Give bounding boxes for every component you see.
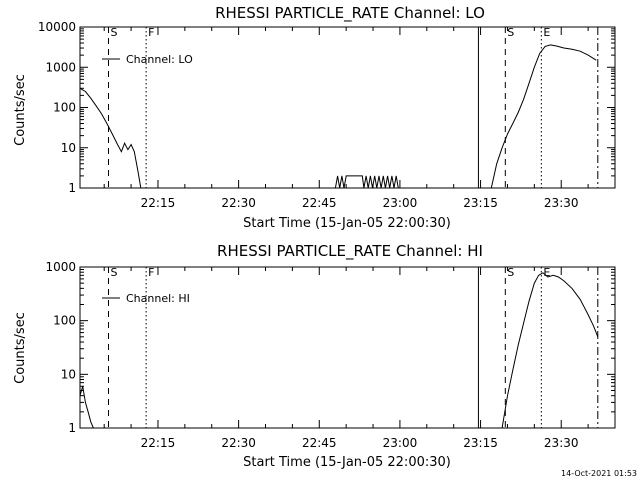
hi-plot-frame bbox=[79, 266, 616, 429]
hi-event-marker-label: S bbox=[507, 266, 514, 279]
lo-y-tick-label: 1000 bbox=[45, 60, 76, 74]
lo-y-tick-label: 10000 bbox=[38, 20, 76, 34]
lo-y-tick-label: 1 bbox=[68, 181, 76, 195]
lo-x-tick-label: 23:30 bbox=[544, 196, 579, 210]
lo-x-tick-label: 23:15 bbox=[463, 196, 498, 210]
hi-x-tick-label: 22:15 bbox=[141, 436, 176, 450]
lo-x-tick-label: 23:00 bbox=[383, 196, 418, 210]
hi-x-axis-label: Start Time (15-Jan-05 22:00:30) bbox=[243, 455, 451, 470]
hi-rate-series bbox=[79, 386, 94, 429]
hi-x-tick-label: 22:45 bbox=[302, 436, 337, 450]
lo-chart-title: RHESSI PARTICLE_RATE Channel: LO bbox=[215, 4, 485, 23]
lo-event-marker-label: S bbox=[110, 26, 117, 39]
lo-x-tick-label: 22:15 bbox=[141, 196, 176, 210]
hi-channel-panel: RHESSI PARTICLE_RATE Channel: HI Start T… bbox=[13, 242, 616, 470]
lo-event-marker-label: S bbox=[507, 26, 514, 39]
hi-y-tick-label: 1 bbox=[68, 421, 76, 435]
lo-rate-series bbox=[490, 44, 597, 189]
lo-legend-label: Channel: LO bbox=[126, 53, 193, 66]
hi-event-marker-label: E bbox=[543, 266, 550, 279]
lo-y-tick-label: 10 bbox=[61, 141, 76, 155]
plot-timestamp: 14-Oct-2021 01:53 bbox=[561, 469, 637, 478]
hi-x-tick-label: 23:00 bbox=[383, 436, 418, 450]
lo-plot-frame bbox=[79, 26, 616, 189]
hi-y-tick-label: 1000 bbox=[45, 260, 76, 274]
hi-legend-label: Channel: HI bbox=[126, 292, 190, 305]
hi-event-marker-label: S bbox=[110, 266, 117, 279]
hi-x-tick-label: 22:30 bbox=[221, 436, 256, 450]
lo-channel-panel: RHESSI PARTICLE_RATE Channel: LO Start T… bbox=[13, 4, 616, 231]
lo-y-axis-label: Counts/sec bbox=[13, 74, 28, 146]
hi-event-marker-label: F bbox=[148, 266, 154, 279]
hi-y-tick-label: 10 bbox=[61, 367, 76, 381]
lo-event-marker-label: E bbox=[543, 26, 550, 39]
lo-rate-series bbox=[79, 87, 142, 189]
hi-chart-title: RHESSI PARTICLE_RATE Channel: HI bbox=[217, 242, 483, 261]
lo-event-marker-label: F bbox=[148, 26, 154, 39]
lo-rate-series bbox=[334, 175, 399, 189]
lo-x-tick-label: 22:30 bbox=[221, 196, 256, 210]
lo-x-axis-label: Start Time (15-Jan-05 22:00:30) bbox=[243, 216, 451, 231]
hi-x-tick-label: 23:15 bbox=[463, 436, 498, 450]
lo-y-tick-label: 100 bbox=[53, 101, 76, 115]
hi-y-axis-label: Counts/sec bbox=[13, 312, 28, 384]
hi-x-tick-label: 23:30 bbox=[544, 436, 579, 450]
hi-rate-series bbox=[501, 272, 599, 429]
lo-x-tick-label: 22:45 bbox=[302, 196, 337, 210]
hi-y-tick-label: 100 bbox=[53, 314, 76, 328]
